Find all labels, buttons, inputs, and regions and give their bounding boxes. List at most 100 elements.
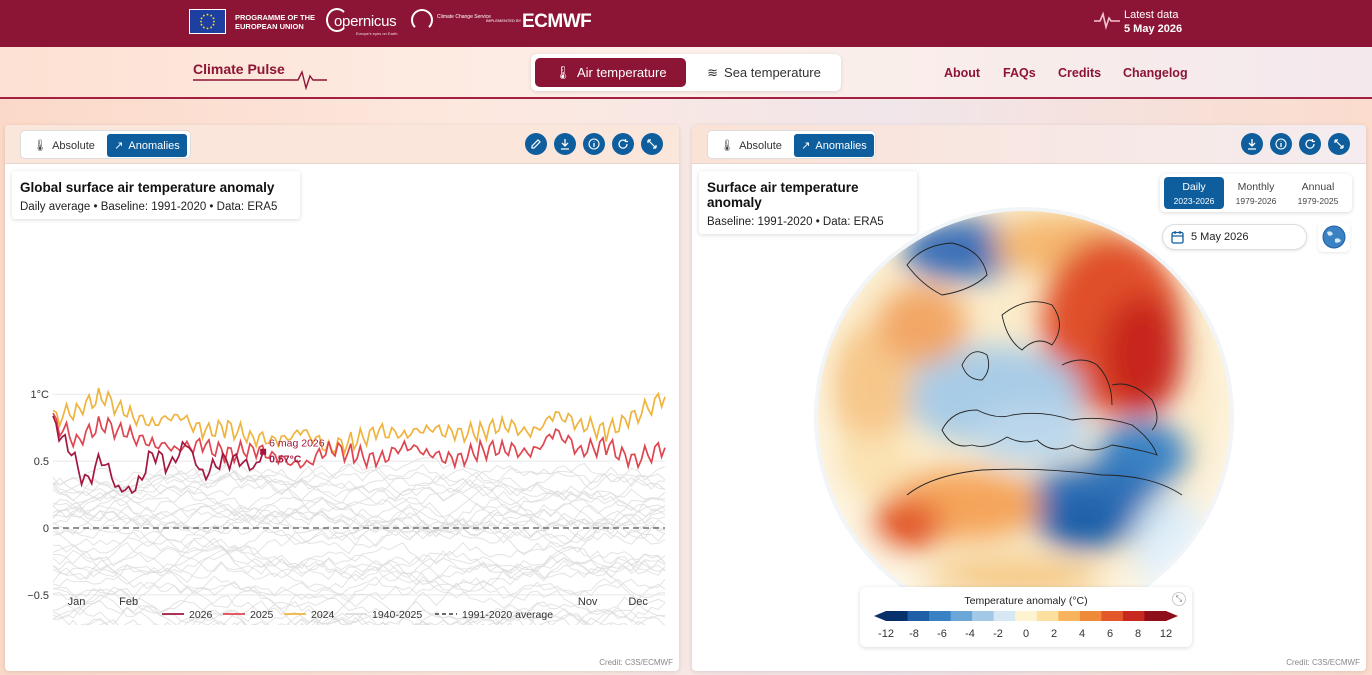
copernicus-wordmark: opernicus [334, 13, 397, 30]
thermometer-icon: 🌡︎ [720, 140, 735, 152]
globe-icon [1322, 225, 1346, 249]
nav-link-credits[interactable]: Credits [1058, 66, 1102, 80]
info-icon [588, 138, 600, 150]
air-temperature-label: Air temperature [576, 65, 667, 80]
projection-toggle-button[interactable] [1318, 222, 1350, 252]
frequency-annual[interactable]: Annual 1979-2025 [1288, 177, 1348, 209]
top-bar: PROGRAMME OF THE EUROPEAN UNION opernicu… [0, 0, 1372, 47]
sea-temperature-tab[interactable]: ≋ Sea temperature [691, 58, 837, 87]
history-line [378, 620, 445, 625]
anomalies-label: Anomalies [815, 139, 867, 152]
map-subtitle: Baseline: 1991-2020 • Data: ERA5 [707, 216, 884, 228]
absolute-label: Absolute [739, 139, 782, 152]
colorbar-tick-label: -4 [965, 628, 975, 640]
colorbar-title: Temperature anomaly (°C) [964, 595, 1088, 607]
x-tick-labels: Jan Feb Nov Dec [68, 596, 649, 608]
series-line-2024 [52, 387, 666, 457]
frequency-monthly[interactable]: Monthly 1979-2026 [1226, 177, 1286, 209]
nav-link-about[interactable]: About [944, 66, 981, 80]
absolute-label: Absolute [52, 139, 95, 152]
history-line [52, 577, 666, 618]
history-line [52, 485, 666, 532]
info-button[interactable] [583, 133, 605, 155]
collapse-icon[interactable]: ⤡ [1172, 592, 1186, 606]
waves-icon: ≋ [707, 64, 719, 80]
refresh-icon [618, 139, 628, 149]
date-picker[interactable]: 5 May 2026 [1162, 224, 1307, 250]
legend-label: 2026 [189, 609, 213, 621]
legend-label: 1940-2025 [372, 609, 422, 621]
history-line [52, 497, 666, 539]
x-tick-label: Feb [119, 596, 138, 608]
history-line [52, 576, 666, 610]
history-line [52, 463, 666, 513]
legend-label: 2024 [311, 609, 335, 621]
eu-flag-logo [189, 9, 226, 34]
x-tick-label: Nov [578, 596, 598, 608]
refresh-button[interactable] [612, 133, 634, 155]
colorbar-tick-label: 0 [1023, 628, 1029, 640]
colorbar-tick-label: 6 [1107, 628, 1113, 640]
series-line-2025 [52, 412, 666, 470]
colorbar-extend-arrow [1166, 611, 1178, 621]
history-line [52, 462, 666, 501]
chart-title-card: Global surface air temperature anomaly D… [12, 171, 300, 219]
tooltip-marker [260, 448, 267, 455]
colorbar-tick-label: -6 [937, 628, 947, 640]
frequency-label: Monthly [1237, 181, 1275, 193]
history-line [52, 537, 666, 577]
nav-link-changelog[interactable]: Changelog [1123, 66, 1188, 80]
implemented-by-text: IMPLEMENTED BY [486, 18, 522, 23]
map-panel: 🌡︎ Absolute ↗ Anomalies [692, 125, 1366, 671]
climate-pulse-logo[interactable]: Climate Pulse [193, 61, 285, 77]
colorbar-tick-label: -2 [993, 628, 1003, 640]
panel-toolbar: 🌡︎ Absolute ↗ Anomalies [5, 125, 679, 164]
history-line [52, 496, 666, 539]
credit-text: Credit: C3S/ECMWF [599, 658, 673, 667]
absolute-button[interactable]: 🌡︎ Absolute [24, 134, 104, 157]
anomalies-button[interactable]: ↗ Anomalies [107, 134, 187, 157]
colorbar-tick-label: -12 [878, 628, 894, 640]
nav-link-faqs[interactable]: FAQs [1003, 66, 1036, 80]
fullscreen-button[interactable] [1328, 133, 1350, 155]
timeseries-panel: 🌡︎ Absolute ↗ Anomalies Global surface a… [5, 125, 679, 671]
chart-title: Global surface air temperature anomaly [20, 180, 275, 195]
fullscreen-button[interactable] [641, 133, 663, 155]
history-line [52, 544, 666, 588]
air-temperature-tab[interactable]: 🌡︎ Air temperature [535, 58, 686, 87]
download-button[interactable] [554, 133, 576, 155]
download-icon [561, 139, 569, 150]
history-line [52, 520, 666, 556]
ecmwf-logo[interactable]: ECMWF [522, 11, 592, 32]
colorbar-bin [1122, 611, 1145, 621]
pulse-icon [1094, 11, 1120, 30]
expand-icon [1334, 139, 1344, 149]
y-tick-label: 0 [43, 523, 49, 535]
colorbar-scale: -12 -8 -6 -4 -2 0 2 4 6 8 12 [874, 611, 1178, 640]
edit-icon [531, 139, 541, 149]
anomalies-button[interactable]: ↗ Anomalies [794, 134, 874, 157]
selected-date: 5 May 2026 [1191, 231, 1249, 243]
refresh-icon [1305, 139, 1315, 149]
download-button[interactable] [1241, 133, 1263, 155]
frequency-label: Annual [1301, 181, 1335, 193]
anomaly-globe-map[interactable] [812, 205, 1236, 629]
frequency-label: Daily [1182, 181, 1206, 193]
expand-icon [647, 139, 657, 149]
colorbar-extend-arrow [874, 611, 886, 621]
colorbar-bin [1036, 611, 1059, 621]
edit-button[interactable] [525, 133, 547, 155]
history-line [52, 588, 666, 625]
history-line [86, 612, 590, 625]
panel-toolbar: 🌡︎ Absolute ↗ Anomalies [692, 125, 1366, 164]
colorbar-bin [907, 611, 930, 621]
info-button[interactable] [1270, 133, 1292, 155]
frequency-daily[interactable]: Daily 2023-2026 [1164, 177, 1224, 209]
colorbar-tick-label: 8 [1135, 628, 1141, 640]
chart-legend: 2026 2025 2024 1940-2025 1991-2020 average [162, 609, 553, 621]
refresh-button[interactable] [1299, 133, 1321, 155]
x-tick-label: Jan [68, 596, 86, 608]
colorbar-legend: Temperature anomaly (°C) ⤡ -12 -8 -6 -4 -2 0 2… [860, 587, 1192, 647]
absolute-button[interactable]: 🌡︎ Absolute [711, 134, 791, 157]
